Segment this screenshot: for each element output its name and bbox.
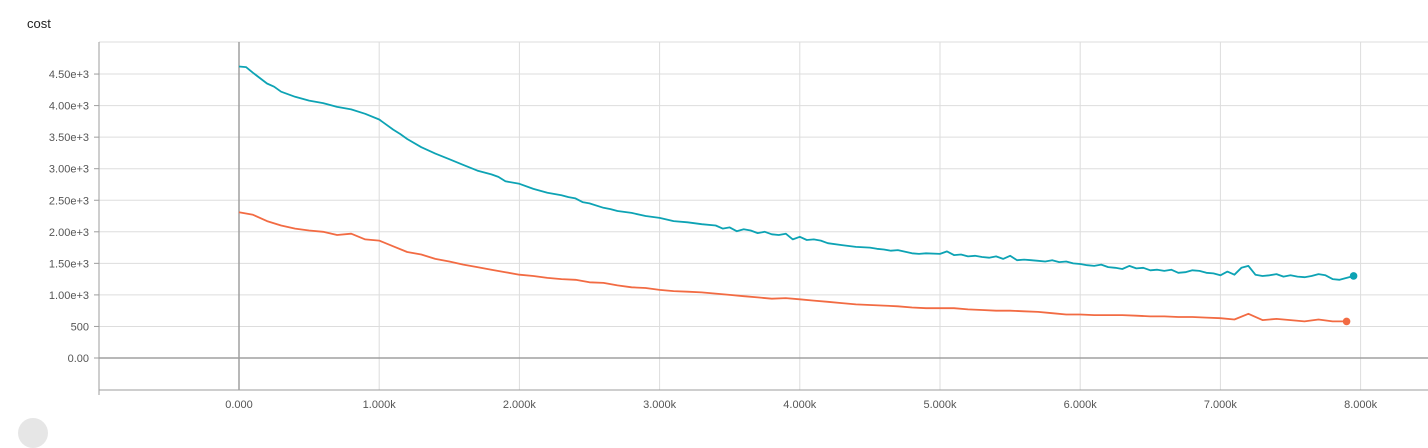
axis-layer [94, 42, 1428, 395]
x-tick-label: 6.000k [1064, 399, 1098, 411]
y-tick-label: 1.50e+3 [49, 258, 89, 270]
series-line-1 [238, 65, 1354, 281]
y-tick-label: 2.50e+3 [49, 195, 89, 207]
y-tick-label: 4.50e+3 [49, 69, 89, 81]
y-tick-label: 3.00e+3 [49, 164, 89, 176]
x-tick-label: 8.000k [1344, 399, 1378, 411]
grid-layer [99, 41, 1428, 390]
y-tick-label: 0.00 [68, 353, 89, 365]
y-tick-label: 500 [71, 321, 89, 333]
series-line-2 [238, 211, 1347, 323]
series-layer [238, 65, 1358, 326]
y-tick-label: 4.00e+3 [49, 101, 89, 113]
x-tick-label: 4.000k [783, 399, 817, 411]
x-tick-label: 5.000k [923, 399, 957, 411]
x-tick-label: 3.000k [643, 399, 677, 411]
cost-chart: 0.000 1.000k 2.000k 3.000k 4.000k 5.000k 6.000… [49, 41, 1428, 411]
y-tick-label: 2.00e+3 [49, 227, 89, 239]
x-tick-label: 0.000 [225, 399, 253, 411]
series-end-point-1 [1349, 272, 1358, 280]
x-tick-label: 7.000k [1204, 399, 1238, 411]
x-tick-label: 1.000k [363, 399, 397, 411]
chart-title: cost [27, 16, 51, 31]
y-tick-label: 3.50e+3 [49, 132, 89, 144]
y-tick-label: 1.00e+3 [49, 290, 89, 302]
x-tick-label: 2.000k [503, 399, 537, 411]
expand-chart-button[interactable] [18, 418, 48, 448]
tick-labels: 0.000 1.000k 2.000k 3.000k 4.000k 5.000k 6.000… [49, 69, 1378, 411]
series-end-point-2 [1342, 317, 1351, 326]
